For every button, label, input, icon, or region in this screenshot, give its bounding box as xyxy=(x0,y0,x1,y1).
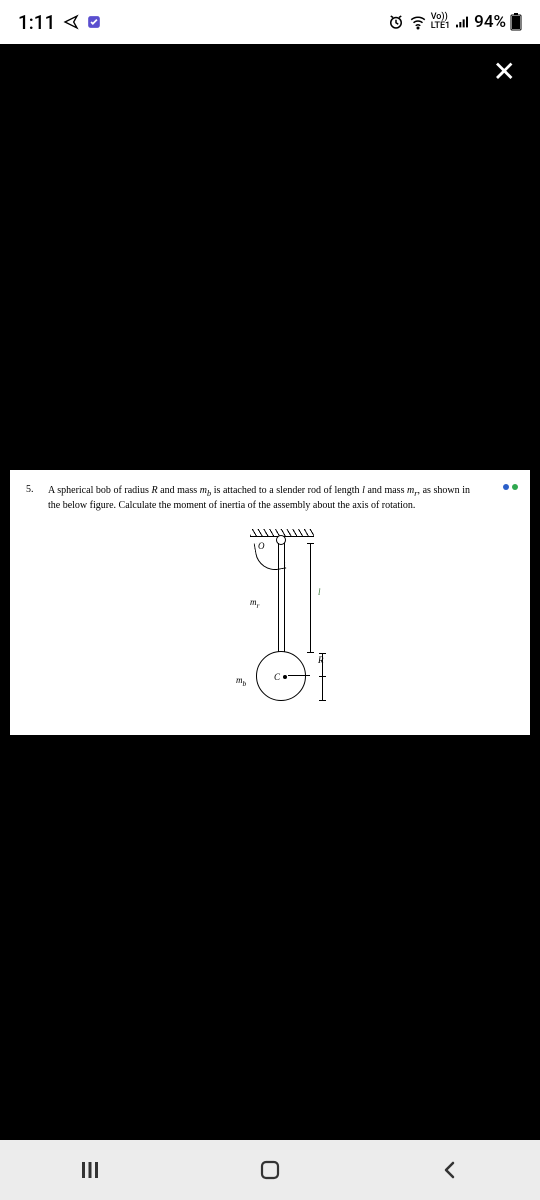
question-row: 5. A spherical bob of radius R and mass … xyxy=(26,484,514,513)
center-dot xyxy=(283,675,287,679)
home-icon xyxy=(258,1158,282,1182)
document-card: 5. A spherical bob of radius R and mass … xyxy=(10,470,530,735)
image-viewer[interactable]: ✕ 5. A spherical bob of radius R and mas… xyxy=(0,44,540,1140)
dimension-line-r xyxy=(322,653,323,701)
send-icon xyxy=(63,14,79,30)
label-c: C xyxy=(274,672,280,682)
status-left: 1:11 xyxy=(18,11,101,34)
network-label: Vo))LTE1 xyxy=(431,13,450,31)
indicator-dot xyxy=(503,484,509,490)
close-icon: ✕ xyxy=(493,55,516,88)
wifi-icon xyxy=(409,13,427,31)
home-button[interactable] xyxy=(240,1150,300,1190)
status-right: Vo))LTE1 94% xyxy=(387,12,522,32)
status-bar: 1:11 Vo))LTE1 94% xyxy=(0,0,540,44)
android-nav-bar xyxy=(0,1140,540,1200)
page-indicator xyxy=(503,484,518,490)
bob-circle xyxy=(256,651,306,701)
dimension-tick xyxy=(319,676,326,677)
label-mb: mb xyxy=(236,675,246,688)
indicator-dot xyxy=(512,484,518,490)
pendulum-diagram: O mr l C mb R xyxy=(170,527,370,717)
swing-arc xyxy=(254,539,287,573)
battery-icon xyxy=(510,13,522,31)
radius-line xyxy=(288,675,310,676)
question-number: 5. xyxy=(26,484,38,513)
check-badge-icon xyxy=(87,15,101,29)
question-text: A spherical bob of radius R and mass mb … xyxy=(48,484,514,513)
alarm-icon xyxy=(387,13,405,31)
label-l: l xyxy=(318,587,321,597)
recents-icon xyxy=(78,1158,102,1182)
rod-right-edge xyxy=(284,543,285,653)
label-mr: mr xyxy=(250,597,259,610)
dimension-line-l xyxy=(310,543,311,653)
recents-button[interactable] xyxy=(60,1150,120,1190)
rod-left-edge xyxy=(278,543,279,653)
back-button[interactable] xyxy=(420,1150,480,1190)
battery-text: 94% xyxy=(474,12,506,32)
clock-text: 1:11 xyxy=(18,11,55,34)
signal-icon xyxy=(454,14,470,30)
back-icon xyxy=(438,1158,462,1182)
close-button[interactable]: ✕ xyxy=(493,58,516,86)
